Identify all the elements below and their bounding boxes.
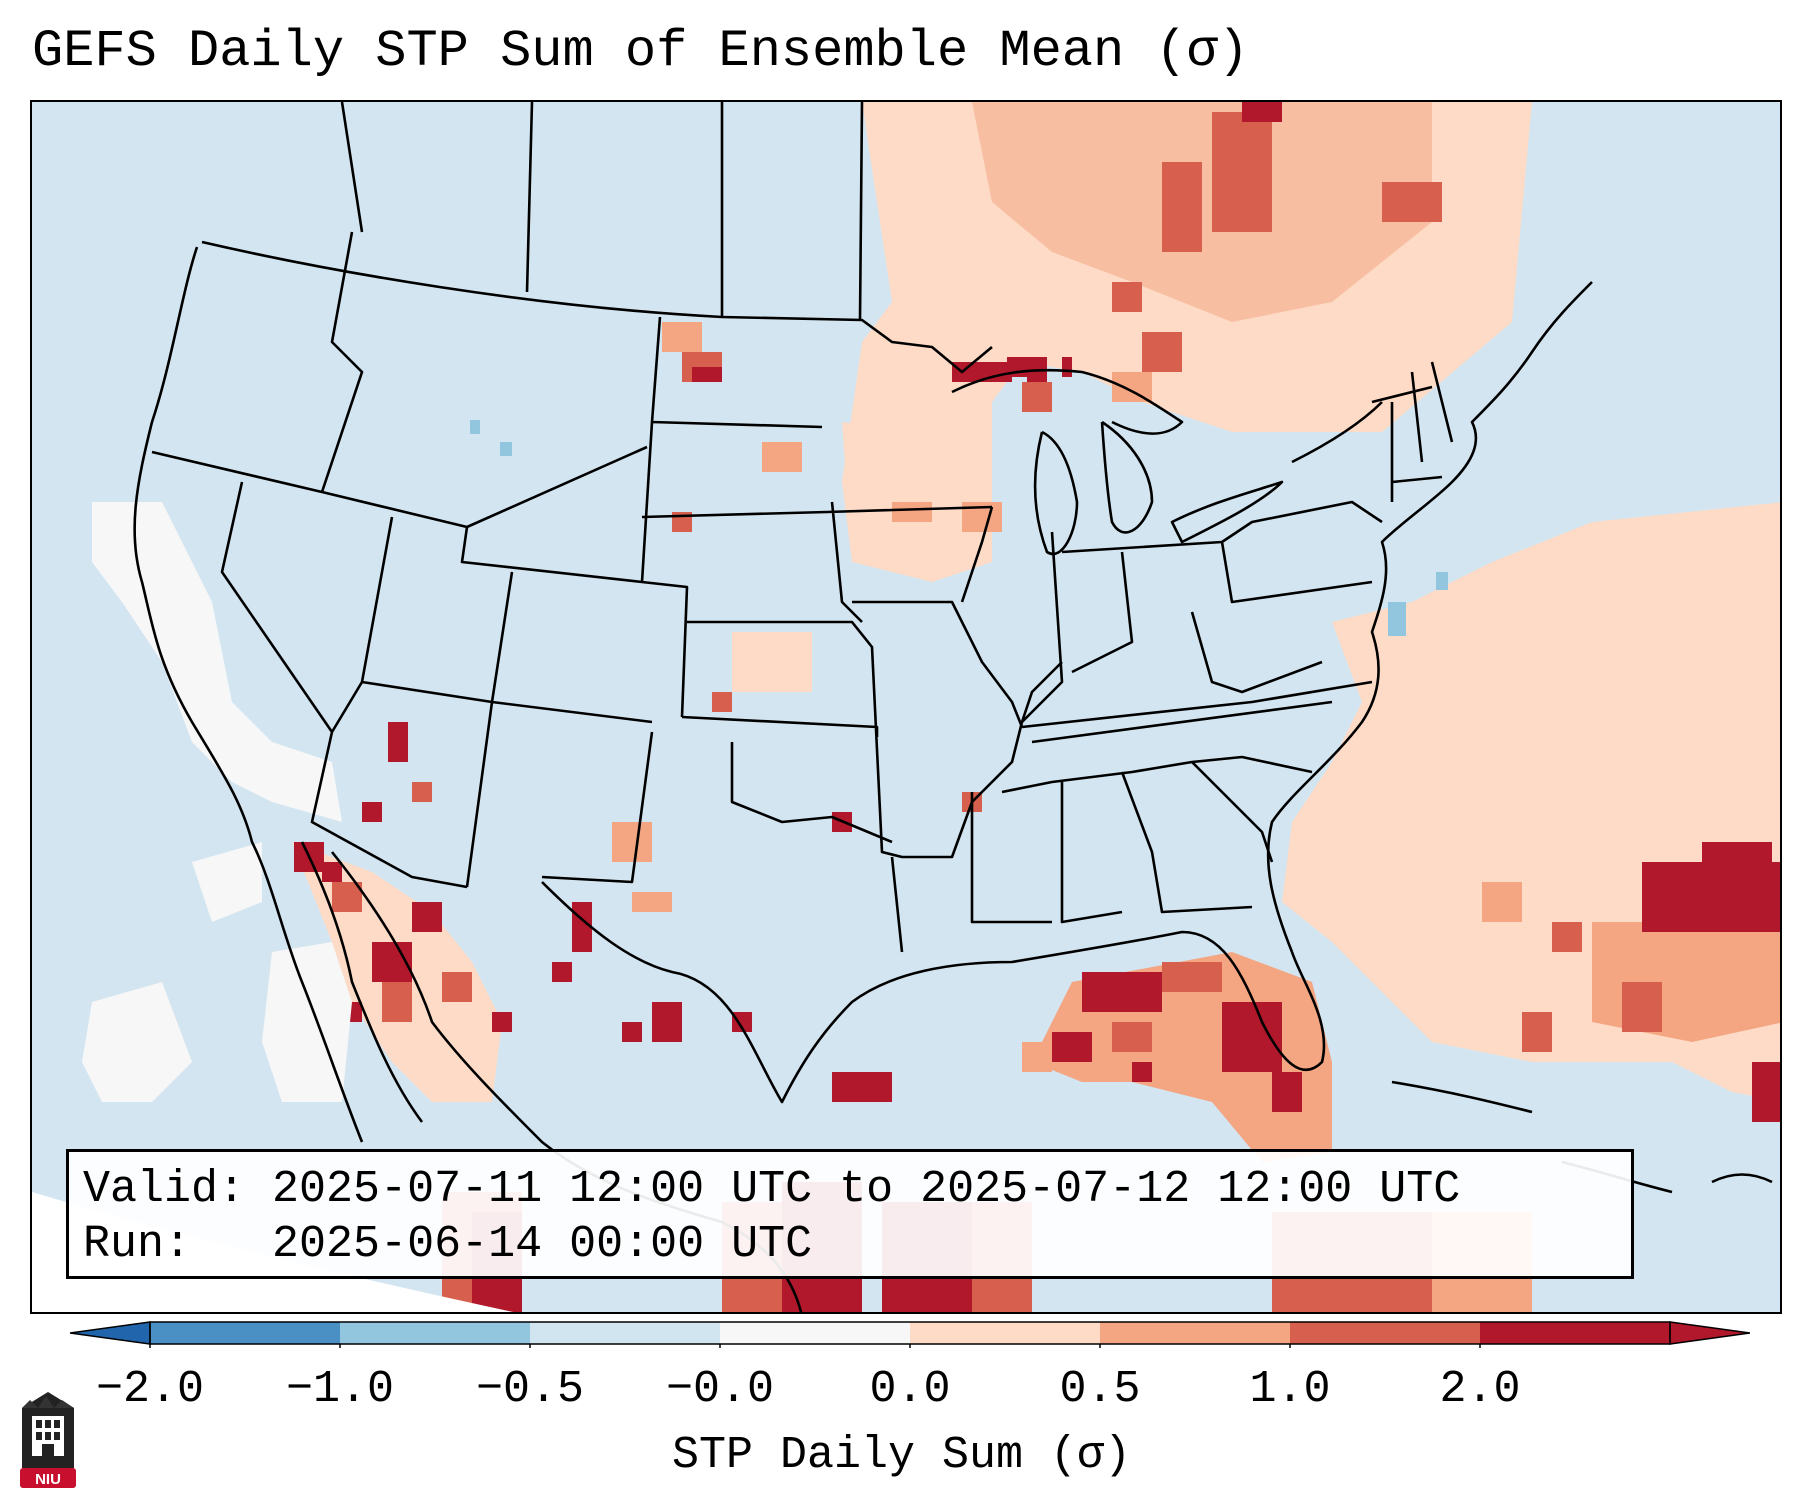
- colorbar-segment: [910, 1322, 1101, 1344]
- valid-value: 2025-07-11 12:00 UTC to 2025-07-12 12:00…: [272, 1164, 1461, 1215]
- colorbar-segment: [1290, 1322, 1481, 1344]
- new-england-borders: [1371, 361, 1454, 502]
- great-lakes: [951, 368, 1383, 556]
- colorbar-label: STP Daily Sum (σ): [671, 1430, 1132, 1481]
- niu-logo: NIU: [20, 1392, 76, 1488]
- anomaly-layer: [32, 102, 1780, 1312]
- atlantic-coast: [1266, 281, 1593, 953]
- map-canvas: [32, 102, 1780, 1312]
- colorbar-segment: [530, 1322, 721, 1344]
- valid-info-box: Valid: 2025-07-11 12:00 UTC to 2025-07-1…: [66, 1149, 1634, 1279]
- logo-text: NIU: [35, 1471, 61, 1488]
- colorbar-tick-label: 0.5: [1059, 1364, 1141, 1415]
- colorbar-segment: [1480, 1322, 1671, 1344]
- colorbar-tick-label: −0.5: [475, 1364, 585, 1415]
- valid-label: Valid:: [83, 1164, 246, 1215]
- colorbar-extend-low: [70, 1322, 150, 1344]
- baja-peninsula: [300, 841, 424, 1123]
- run-label: Run:: [83, 1219, 192, 1270]
- colorbar-tick-label: −1.0: [285, 1364, 395, 1415]
- state-borders: [151, 231, 1383, 953]
- canada-boundary-north: [340, 102, 864, 321]
- colorbar-tick-label: 0.0: [869, 1364, 951, 1415]
- colorbar-tick-label: 2.0: [1439, 1364, 1521, 1415]
- colorbar-tick-label: −0.0: [665, 1364, 775, 1415]
- colorbar-segment: [340, 1322, 531, 1344]
- map-panel[interactable]: [30, 100, 1782, 1314]
- colorbar-extend-high: [1670, 1322, 1750, 1344]
- colorbar: [70, 1321, 1750, 1348]
- colorbar-tick-label: 1.0: [1249, 1364, 1331, 1415]
- colorbar-segment: [1100, 1322, 1291, 1344]
- colorbar-segment: [720, 1322, 911, 1344]
- map-title: GEFS Daily STP Sum of Ensemble Mean (σ): [32, 22, 1249, 81]
- gulf-coast: [541, 881, 1326, 1104]
- colorbar-tick-label: −2.0: [95, 1364, 205, 1415]
- run-value: 2025-06-14 00:00 UTC: [272, 1219, 813, 1270]
- colorbar-segment: [150, 1322, 341, 1344]
- pacific-coast: [133, 246, 364, 1143]
